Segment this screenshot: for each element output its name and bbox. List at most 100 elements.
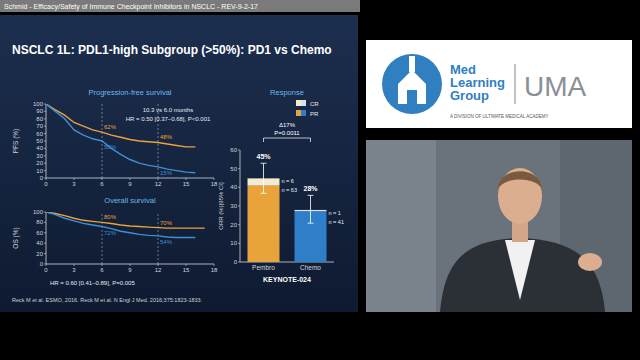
x-tick-label: 9 xyxy=(128,181,132,187)
chart-title: Progression-free survival xyxy=(89,88,172,97)
bracket xyxy=(264,138,311,142)
speaker-hand xyxy=(578,253,602,271)
legend-label: PR xyxy=(310,111,319,117)
x-tick-label: 12 xyxy=(155,181,162,187)
logo-name: Group xyxy=(450,88,489,103)
y-tick xyxy=(238,206,240,207)
x-tick xyxy=(158,178,159,180)
y-tick-label: 10 xyxy=(230,240,237,246)
y-tick xyxy=(44,163,46,164)
y-tick xyxy=(238,243,240,244)
landmark-line xyxy=(102,212,103,264)
x-tick xyxy=(186,264,187,266)
x-tick-label: 0 xyxy=(44,267,48,273)
y-tick xyxy=(44,155,46,156)
x-tick-label: 3 xyxy=(72,267,76,273)
x-tick-label: 12 xyxy=(155,267,162,273)
n-label: n = 1 xyxy=(329,210,341,216)
km-chart: Progression-free survival010203040506070… xyxy=(12,88,218,187)
x-tick xyxy=(74,264,75,266)
landmark-label: 15% xyxy=(160,170,173,176)
footer: KEYNOTE-024 xyxy=(263,276,311,283)
y-tick xyxy=(238,224,240,225)
y-tick-label: 10 xyxy=(36,168,43,174)
logo-icon xyxy=(382,54,442,114)
y-tick xyxy=(238,168,240,169)
annotation: HR = 0.50 [0.37–0.68], P<0.001 xyxy=(126,116,211,122)
y-axis-label: PFS (%) xyxy=(12,129,20,154)
y-tick-label: 60 xyxy=(36,131,43,137)
y-tick xyxy=(44,141,46,142)
y-tick-label: 30 xyxy=(230,203,237,209)
y-tick xyxy=(44,170,46,171)
error-bar xyxy=(310,195,311,223)
landmark-label: 54% xyxy=(160,239,173,245)
video xyxy=(366,140,632,312)
x-tick xyxy=(102,178,103,180)
plot-area xyxy=(46,212,205,264)
y-tick-label: 40 xyxy=(230,184,237,190)
logo-divider xyxy=(515,64,516,104)
logo-building xyxy=(398,70,426,104)
landmark-label: 48% xyxy=(160,134,173,140)
x-tick-label: 18 xyxy=(211,181,218,187)
x-tick xyxy=(46,178,47,180)
error-bar xyxy=(263,163,264,193)
y-tick-label: 30 xyxy=(36,153,43,159)
logo-box xyxy=(366,40,632,128)
x-tick-label: 15 xyxy=(183,267,190,273)
survival-curve xyxy=(46,104,195,147)
category-label: Pembro xyxy=(252,264,275,271)
x-tick xyxy=(46,264,47,266)
logo-tower xyxy=(409,56,415,72)
survival-curve xyxy=(46,104,195,173)
y-tick-label: 90 xyxy=(36,108,43,114)
x-tick xyxy=(158,264,159,266)
plot-area xyxy=(248,163,327,262)
header-text: Schmid - Efficacy/Safety of Immune Check… xyxy=(4,3,258,11)
background xyxy=(0,0,640,360)
y-tick-label: 80 xyxy=(36,219,43,225)
x-tick-label: 9 xyxy=(128,267,132,273)
y-tick-label: 20 xyxy=(36,160,43,166)
n-label: n = 63 xyxy=(282,187,297,193)
x-tick-label: 15 xyxy=(183,181,190,187)
y-tick xyxy=(44,148,46,149)
legend-swatch xyxy=(296,110,301,116)
legend-label: CR xyxy=(310,101,319,107)
y-tick xyxy=(44,212,46,213)
y-axis xyxy=(46,212,47,264)
chart-title: Response xyxy=(270,88,304,97)
n-label: n = 41 xyxy=(329,219,344,225)
bracket-label: P=0.0011 xyxy=(274,130,300,136)
y-tick-label: 40 xyxy=(36,145,43,151)
y-tick xyxy=(238,150,240,151)
landmark-label: 72% xyxy=(104,230,117,236)
bracket-label: Δ17% xyxy=(279,122,296,128)
bar-segment xyxy=(248,186,280,262)
bar-chart: Response0102030405060ORR (%)[95% CI]CRPR… xyxy=(218,88,344,283)
y-tick xyxy=(238,262,240,263)
x-tick xyxy=(186,178,187,180)
category-label: Chemo xyxy=(300,264,321,271)
speaker-jacket xyxy=(440,238,605,312)
y-tick-label: 20 xyxy=(230,222,237,228)
x-tick-label: 6 xyxy=(100,267,104,273)
error-cap xyxy=(308,223,314,224)
error-cap xyxy=(261,163,267,164)
landmark-label: 62% xyxy=(104,124,117,130)
wall-panel xyxy=(366,140,436,312)
logo-door xyxy=(407,90,417,104)
x-tick-label: 3 xyxy=(72,181,76,187)
x-tick xyxy=(74,178,75,180)
y-tick-label: 20 xyxy=(36,251,43,257)
y-tick-label: 0 xyxy=(234,259,238,265)
legend-swatch xyxy=(301,100,306,106)
y-axis-label: ORR (%)[95% CI] xyxy=(218,182,224,230)
survival-curve xyxy=(46,212,195,237)
y-tick-label: 50 xyxy=(230,166,237,172)
y-tick-label: 50 xyxy=(36,138,43,144)
n-label: n = 6 xyxy=(282,178,294,184)
y-tick xyxy=(44,222,46,223)
x-tick-label: 6 xyxy=(100,181,104,187)
